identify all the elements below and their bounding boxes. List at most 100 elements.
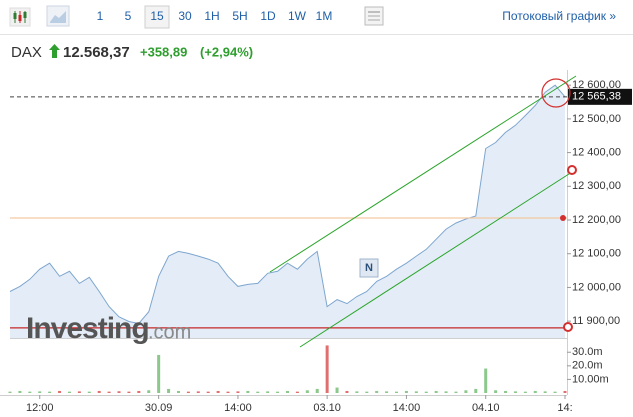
volume-bar xyxy=(266,391,270,393)
volume-bar xyxy=(67,391,71,393)
interval-button[interactable]: 5H xyxy=(232,9,247,23)
drawing-handle[interactable] xyxy=(567,165,577,175)
drawing-handle[interactable] xyxy=(560,215,566,221)
volume-bar xyxy=(385,391,389,393)
volume-bar xyxy=(494,390,498,393)
last-price-label: 12 565,38 xyxy=(572,91,621,103)
volume-bar xyxy=(28,391,32,393)
y-tick-label: 11 900,00 xyxy=(572,315,620,327)
area-icon[interactable] xyxy=(46,5,70,27)
y-tick-label: 12 400,00 xyxy=(572,146,621,158)
volume-bar xyxy=(404,390,408,393)
volume-bar xyxy=(246,390,250,393)
volume-bar xyxy=(464,390,468,393)
volume-bar xyxy=(295,391,299,393)
volume-bar xyxy=(276,391,280,393)
plot: 11 900,00 12 000,00 12 100,00 12 200,00 12 3… xyxy=(0,70,632,414)
volume-bar xyxy=(127,391,131,393)
price-area xyxy=(10,85,565,338)
volume-bar xyxy=(216,390,220,393)
candle-icon[interactable] xyxy=(9,7,31,27)
y-tick-label: 12 500,00 xyxy=(572,113,621,125)
volume-bar xyxy=(553,391,557,393)
volume-bar xyxy=(375,390,379,393)
interval-button[interactable]: 1W xyxy=(288,9,307,23)
volume-bar xyxy=(167,388,171,393)
volume-bar xyxy=(414,391,418,393)
toolbar xyxy=(0,0,633,34)
volume-bar xyxy=(484,368,488,393)
volume-bar xyxy=(563,390,567,393)
interval-button[interactable]: 1D xyxy=(260,9,276,23)
interval-list: 1 5 15 30 1H 5H 1D 1W 1M xyxy=(97,9,333,23)
volume-tick-label: 10.00m xyxy=(572,373,609,385)
volume-bar xyxy=(424,391,428,393)
trend-line-upper[interactable] xyxy=(269,75,577,273)
y-tick-label: 12 000,00 xyxy=(572,281,621,293)
volume-bar xyxy=(325,345,329,393)
volume-bar xyxy=(226,391,230,393)
volume-bar xyxy=(454,391,458,393)
table-icon[interactable] xyxy=(364,6,384,26)
volume-bar xyxy=(533,390,537,393)
volume-bar xyxy=(286,390,289,393)
volume-bar xyxy=(236,391,240,393)
stream-link[interactable]: Потоковый график » xyxy=(502,9,616,23)
x-tick-label: 30.09 xyxy=(145,402,173,414)
volume-bar xyxy=(77,391,81,393)
y-tick-label: 12 600,00 xyxy=(572,79,621,91)
volume-bar xyxy=(107,391,111,393)
volume-bar xyxy=(8,391,12,393)
volume-bar xyxy=(345,390,349,393)
note-marker[interactable]: N xyxy=(359,258,379,278)
volume-bar xyxy=(48,391,52,393)
volume-bar xyxy=(523,391,527,393)
volume-bar xyxy=(504,390,508,393)
volume-bar xyxy=(355,391,359,393)
volume-bar xyxy=(543,391,547,393)
drawing-handle[interactable] xyxy=(563,322,573,332)
volume-bar xyxy=(513,391,517,393)
watermark-brand: Investing xyxy=(26,312,149,345)
y-tick-label: 12 300,00 xyxy=(572,180,621,192)
volume-bar xyxy=(365,391,369,393)
volume-bar xyxy=(335,387,339,393)
up-arrow xyxy=(49,44,60,58)
volume-bar xyxy=(395,391,399,393)
volume-bar xyxy=(157,354,161,393)
volume-bar xyxy=(196,391,200,393)
active-interval-box xyxy=(144,5,170,29)
x-tick-label: 03.10 xyxy=(313,402,341,414)
x-tick-label: 14:00 xyxy=(224,402,252,414)
volume-bar xyxy=(97,390,101,393)
interval-button[interactable]: 5 xyxy=(125,9,132,23)
volume-bar xyxy=(58,390,62,393)
interval-button[interactable]: 1 xyxy=(97,9,104,23)
volume-bar xyxy=(315,388,319,393)
x-tick-label: 14:00 xyxy=(393,402,421,414)
interval-button[interactable]: 30 xyxy=(178,9,192,23)
volume-bar xyxy=(18,390,22,393)
y-tick-label: 12 200,00 xyxy=(572,214,621,226)
volume-bar xyxy=(474,388,478,393)
volume-bar xyxy=(444,391,448,393)
price: 12.568,37 xyxy=(63,44,130,61)
last-price-box xyxy=(568,88,632,105)
volume-bar xyxy=(186,391,190,393)
highlight-circle[interactable] xyxy=(541,78,571,108)
volume-bar xyxy=(117,391,121,393)
interval-button[interactable]: 15 xyxy=(150,9,164,23)
change-pct: (+2,94%) xyxy=(200,44,253,59)
volume-bar xyxy=(176,390,180,393)
volume-tick-label: 30.0m xyxy=(572,346,603,358)
volume-bar xyxy=(256,391,260,393)
volume-tick-label: 20.0m xyxy=(572,360,603,372)
x-tick-label: 04.10 xyxy=(472,402,500,414)
watermark-suffix: .com xyxy=(148,321,191,343)
interval-button[interactable]: 1H xyxy=(204,9,219,23)
change: +358,89 xyxy=(140,44,187,59)
interval-button[interactable]: 1M xyxy=(316,9,333,23)
volume-bar xyxy=(137,390,141,393)
trend-line-lower[interactable] xyxy=(299,171,573,348)
